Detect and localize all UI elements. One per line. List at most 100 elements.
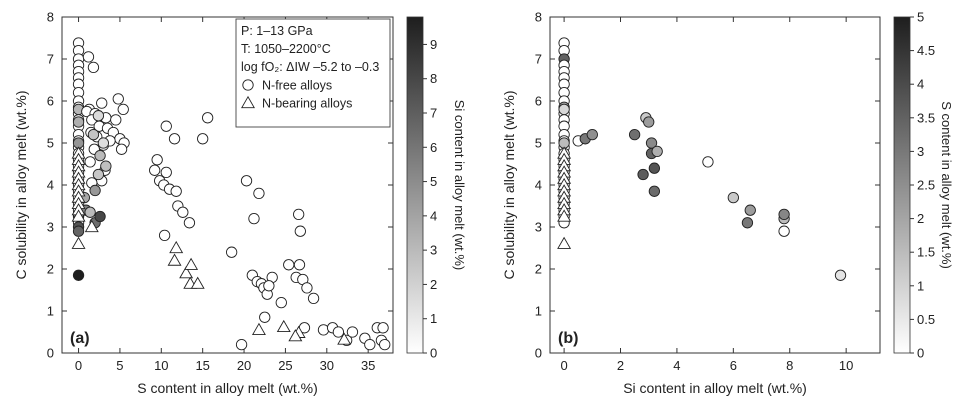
data-point-triangle: [84, 219, 99, 233]
y-tick-label: 5: [535, 136, 542, 151]
data-point-circle: [170, 185, 182, 197]
legend-circle-marker: [242, 79, 254, 91]
data-point-circle: [248, 212, 260, 225]
colorbar: [406, 16, 424, 354]
y-tick-label: 2: [535, 262, 542, 277]
data-point-circle: [110, 114, 122, 126]
colorbar-tick-label: 3: [917, 144, 924, 159]
data-point-triangle: [557, 236, 572, 249]
colorbar-tick-label: 0: [430, 346, 437, 361]
colorbar-tick-label: 8: [430, 71, 437, 86]
colorbar-tick-label: 9: [430, 37, 437, 52]
y-tick-label: 6: [47, 94, 54, 109]
data-point-circle: [183, 217, 196, 229]
legend-triangle-marker: [241, 95, 255, 109]
data-point-circle: [364, 338, 376, 351]
data-point-circle: [648, 162, 661, 174]
x-tick-label: 20: [237, 358, 251, 373]
x-axis-label: Si content in alloy melt (wt.%): [623, 380, 807, 396]
panel-label: (a): [70, 330, 90, 347]
data-point-circle: [84, 156, 96, 168]
data-point-circle: [94, 149, 106, 162]
x-tick-label: 8: [786, 358, 793, 373]
data-point-circle: [834, 269, 847, 281]
x-tick-label: 4: [673, 358, 680, 373]
legend-condition-text: T: 1050–2200°C: [241, 42, 331, 56]
data-point-circle: [225, 246, 238, 258]
x-tick-label: 35: [361, 358, 375, 373]
y-tick-label: 4: [47, 178, 54, 193]
y-tick-label: 7: [47, 52, 54, 67]
data-point-circle: [651, 145, 663, 158]
colorbar-tick-label: 0.5: [917, 312, 935, 327]
legend-entry-label: N-free alloys: [262, 79, 332, 93]
data-point-circle: [115, 143, 128, 155]
y-tick-label: 4: [535, 178, 542, 193]
data-point-triangle: [337, 332, 352, 345]
data-point-triangle: [276, 319, 291, 333]
data-point-circle: [160, 120, 172, 132]
colorbar-tick-label: 5: [430, 174, 437, 189]
data-point-circle: [637, 168, 649, 181]
data-point-circle: [87, 128, 100, 141]
data-point-triangle: [71, 236, 86, 249]
data-point-triangle: [184, 257, 199, 270]
colorbar-tick-label: 6: [430, 140, 437, 155]
data-point-triangle: [288, 329, 303, 342]
x-tick-label: 30: [320, 358, 334, 373]
data-point-circle: [82, 51, 95, 63]
colorbar-tick-label: 2: [430, 277, 437, 292]
data-point-circle: [100, 160, 112, 172]
x-tick-label: 0: [75, 358, 82, 373]
data-point-circle: [97, 137, 110, 149]
data-point-circle: [87, 61, 100, 74]
data-point-triangle: [251, 322, 266, 335]
x-tick-label: 2: [617, 358, 624, 373]
data-point-circle: [240, 175, 253, 187]
data-point-circle: [727, 191, 739, 204]
x-tick-label: 6: [730, 358, 737, 373]
x-axis-label: S content in alloy melt (wt.%): [137, 380, 318, 396]
colorbar-tick-label: 0: [917, 346, 924, 361]
data-point-circle: [263, 280, 275, 292]
data-point-circle: [89, 184, 101, 197]
colorbar-tick-label: 2.5: [917, 178, 935, 193]
data-point-circle: [72, 225, 85, 237]
data-point-circle: [283, 259, 295, 271]
plot-frame: [549, 16, 881, 354]
y-tick-label: 3: [535, 220, 542, 235]
data-point-circle: [307, 292, 320, 305]
legend-box: [235, 18, 391, 128]
colorbar-tick-label: 5: [917, 10, 924, 25]
data-point-circle: [94, 210, 106, 223]
data-point-circle: [149, 164, 161, 176]
y-tick-label: 7: [535, 52, 542, 67]
colorbar: [893, 16, 911, 354]
data-point-circle: [293, 208, 305, 221]
x-tick-label: 10: [839, 358, 853, 373]
y-tick-label: 0: [47, 346, 54, 361]
data-point-triangle: [71, 209, 86, 222]
data-point-circle: [197, 133, 209, 145]
data-point-circle: [741, 217, 754, 229]
data-point-circle: [158, 229, 171, 242]
panel-label: (b): [558, 330, 578, 347]
data-point-circle: [72, 269, 85, 281]
data-point-circle: [744, 204, 756, 216]
y-axis-label: C solubility in alloy melt (wt.%): [13, 90, 29, 279]
data-point-circle: [379, 338, 391, 351]
data-point-triangle: [167, 253, 182, 266]
colorbar-tick-label: 1: [917, 278, 924, 293]
data-point-circle: [168, 133, 181, 145]
data-point-circle: [259, 311, 271, 323]
y-tick-label: 6: [535, 94, 542, 109]
data-point-circle: [92, 110, 105, 122]
data-point-circle: [558, 103, 570, 116]
colorbar-tick-label: 4: [430, 208, 437, 223]
data-point-circle: [201, 112, 214, 124]
data-point-triangle: [190, 276, 205, 289]
y-tick-label: 3: [47, 220, 54, 235]
x-tick-label: 0: [560, 358, 567, 373]
data-point-circle: [301, 282, 313, 294]
